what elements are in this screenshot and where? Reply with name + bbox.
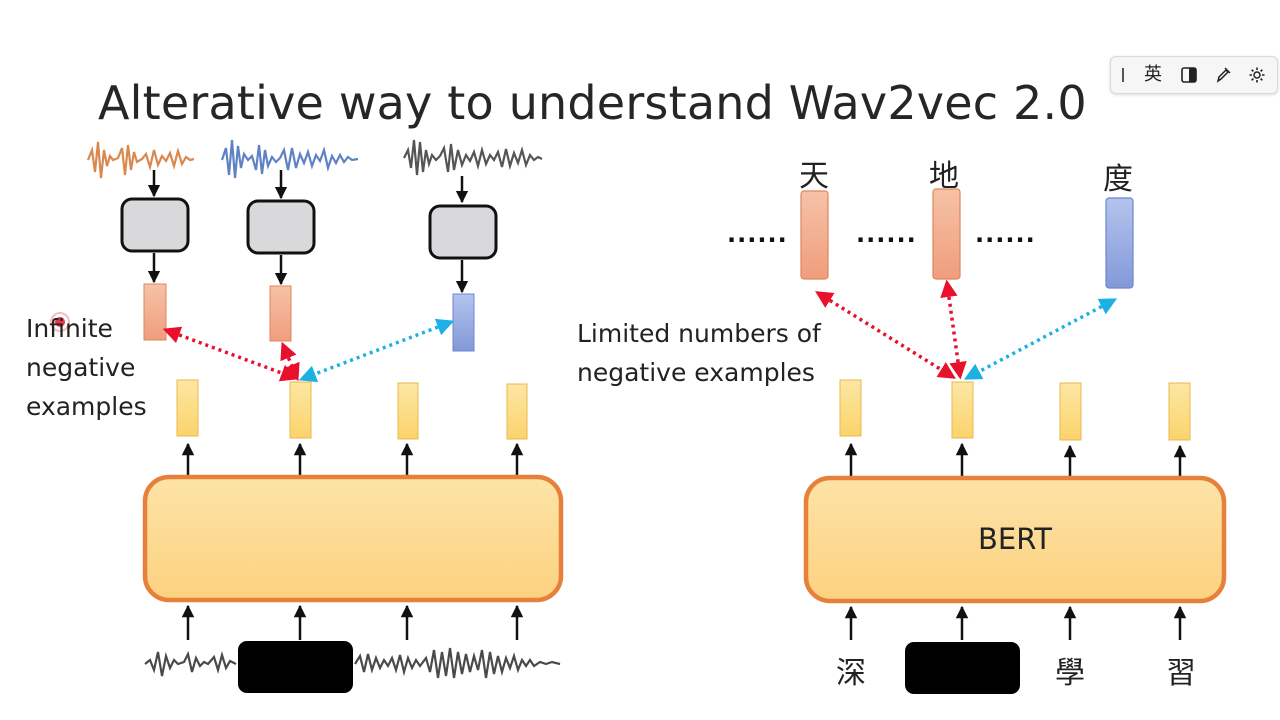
encoder-box-3 xyxy=(428,204,498,260)
bert-box xyxy=(803,475,1227,604)
output-token-1: 天 xyxy=(799,159,829,194)
ime-settings-gear-icon[interactable] xyxy=(1245,63,1269,87)
context-vector-4 xyxy=(506,383,528,440)
quantized-vector-3 xyxy=(452,293,475,352)
waveform-blue xyxy=(220,139,359,179)
encoder-box-2 xyxy=(246,199,316,255)
mask-block-right xyxy=(905,642,1020,694)
bert-output-vector-2 xyxy=(951,381,974,439)
waveform-orange xyxy=(86,141,195,179)
bert-output-vector-3 xyxy=(1059,382,1082,441)
contrast-arrow-negative-1 xyxy=(162,326,299,382)
encoder-box-1 xyxy=(120,197,190,253)
ime-drag-handle[interactable] xyxy=(1119,63,1127,87)
transformer-box xyxy=(142,474,564,603)
contrast-arrow-right-positive xyxy=(963,298,1118,380)
ime-width-toggle-icon[interactable] xyxy=(1177,63,1201,87)
ellipsis-1: ...... xyxy=(727,220,788,248)
contrast-arrow-positive xyxy=(298,318,455,383)
left-caption-line-3: examples xyxy=(26,392,147,421)
input-token-3: 習 xyxy=(1166,656,1196,691)
waveform-input-left xyxy=(144,650,237,677)
context-vector-3 xyxy=(397,382,419,440)
context-vector-1 xyxy=(176,379,199,437)
contrast-arrow-negative-2 xyxy=(280,341,300,382)
output-token-3: 度 xyxy=(1103,162,1133,197)
input-token-1: 深 xyxy=(836,656,866,691)
ime-pen-icon[interactable] xyxy=(1211,63,1235,87)
contrast-arrow-right-negative-2 xyxy=(940,279,967,380)
cursor-halo xyxy=(50,312,70,332)
bert-label: BERT xyxy=(978,522,1052,556)
vocab-vector-1 xyxy=(800,190,829,280)
context-vector-2 xyxy=(289,381,312,439)
right-caption-line-2: negative examples xyxy=(577,358,815,387)
slide-title: Alterative way to understand Wav2vec 2.0 xyxy=(98,76,1087,130)
contrast-arrow-right-negative-1 xyxy=(815,291,956,379)
left-caption-line-2: negative xyxy=(26,353,136,382)
vocab-vector-3 xyxy=(1105,197,1134,289)
ellipsis-3: ...... xyxy=(975,220,1036,248)
bert-output-vector-1 xyxy=(839,379,862,437)
input-token-2: 學 xyxy=(1055,656,1085,691)
ime-toolbar: 英 xyxy=(1110,56,1278,94)
left-caption: Infinite negative examples xyxy=(26,309,147,426)
bert-output-vector-4 xyxy=(1168,382,1191,441)
ellipsis-2: ...... xyxy=(856,220,917,248)
mask-block-left xyxy=(238,641,353,693)
quantized-vector-1 xyxy=(143,283,167,341)
output-token-2: 地 xyxy=(929,159,959,194)
waveform-input-right xyxy=(354,647,561,679)
vocab-vector-2 xyxy=(932,188,961,280)
ime-language-toggle[interactable]: 英 xyxy=(1144,64,1162,85)
right-caption: Limited numbers of negative examples xyxy=(577,314,821,392)
left-caption-line-1: Infinite xyxy=(26,314,113,343)
right-caption-line-1: Limited numbers of xyxy=(577,319,821,348)
quantized-vector-2 xyxy=(269,285,292,342)
cursor-dot xyxy=(55,317,65,327)
waveform-gray xyxy=(403,139,543,176)
